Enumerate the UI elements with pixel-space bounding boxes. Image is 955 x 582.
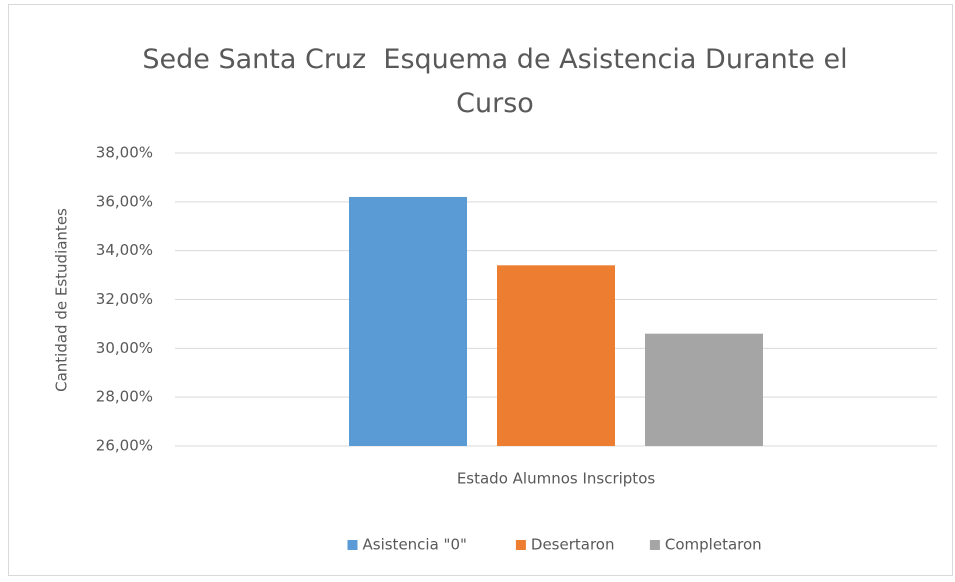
y-tick-label: 32,00%: [96, 290, 153, 308]
legend-swatch: [515, 540, 526, 550]
legend-label: Desertaron: [531, 536, 615, 554]
legend-swatch: [649, 540, 660, 550]
y-tick-label: 28,00%: [96, 388, 153, 406]
y-tick-label: 26,00%: [96, 437, 153, 455]
chart-title: Sede Santa Cruz Esquema de Asistencia Du…: [142, 44, 857, 119]
legend-swatch: [347, 540, 358, 550]
bar: [349, 196, 467, 446]
y-tick-label: 36,00%: [96, 192, 153, 210]
y-axis-label: Cantidad de Estudiantes: [53, 208, 71, 392]
bar: [645, 333, 763, 446]
y-tick-label: 30,00%: [96, 339, 153, 357]
x-tick-label: Estado Alumnos Inscriptos: [457, 470, 656, 488]
chart-frame: [8, 4, 953, 576]
legend-label: Completaron: [665, 536, 762, 554]
y-tick-label: 38,00%: [96, 144, 153, 162]
legend-label: Asistencia "0": [363, 536, 467, 554]
bar: [497, 265, 615, 446]
y-tick-label: 34,00%: [96, 241, 153, 259]
